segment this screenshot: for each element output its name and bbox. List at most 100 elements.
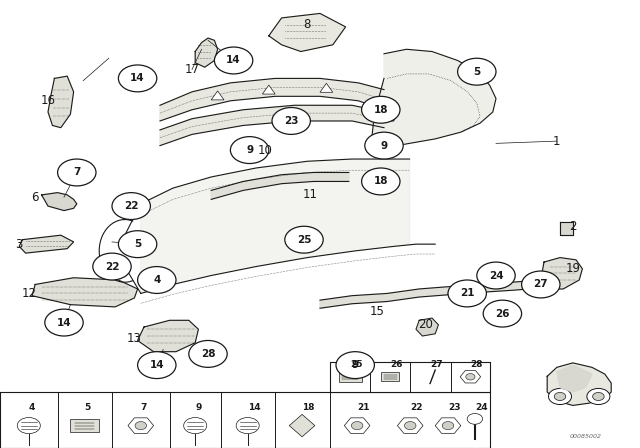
- Circle shape: [362, 168, 400, 195]
- Text: 16: 16: [40, 94, 56, 108]
- Text: 14: 14: [227, 56, 241, 65]
- Circle shape: [467, 414, 483, 424]
- Bar: [0, 392, 490, 448]
- Polygon shape: [195, 38, 218, 67]
- Text: 21: 21: [460, 289, 474, 298]
- Circle shape: [587, 388, 610, 405]
- Text: 19: 19: [565, 262, 580, 276]
- Text: 24: 24: [475, 403, 488, 413]
- Text: 15: 15: [370, 305, 385, 318]
- Bar: [70, 419, 99, 432]
- Circle shape: [118, 231, 157, 258]
- Text: 10: 10: [258, 143, 273, 157]
- Text: 7: 7: [141, 403, 147, 413]
- Polygon shape: [378, 108, 397, 121]
- Text: 24: 24: [489, 271, 503, 280]
- Circle shape: [93, 253, 131, 280]
- Circle shape: [548, 388, 572, 405]
- Circle shape: [214, 47, 253, 74]
- Polygon shape: [48, 76, 74, 128]
- Text: 14: 14: [131, 73, 145, 83]
- Circle shape: [189, 340, 227, 367]
- Text: 13: 13: [127, 332, 142, 345]
- Text: 27: 27: [430, 360, 443, 369]
- Text: 28: 28: [470, 360, 483, 369]
- Text: 9: 9: [246, 145, 253, 155]
- Circle shape: [112, 193, 150, 220]
- Text: 8: 8: [303, 18, 311, 31]
- Text: 6: 6: [31, 190, 39, 204]
- Circle shape: [138, 352, 176, 379]
- Polygon shape: [211, 91, 224, 100]
- Polygon shape: [32, 278, 138, 307]
- Text: 22: 22: [124, 201, 138, 211]
- Text: 14: 14: [150, 360, 164, 370]
- Polygon shape: [160, 105, 384, 146]
- Circle shape: [351, 422, 363, 430]
- Text: 00085002: 00085002: [570, 434, 602, 439]
- Polygon shape: [160, 78, 384, 121]
- Circle shape: [58, 159, 96, 186]
- Circle shape: [593, 392, 604, 401]
- Circle shape: [448, 280, 486, 307]
- Circle shape: [272, 108, 310, 134]
- Circle shape: [17, 418, 40, 434]
- Text: 7: 7: [73, 168, 81, 177]
- Text: 14: 14: [57, 318, 71, 327]
- Circle shape: [466, 374, 475, 380]
- Text: 5: 5: [84, 403, 91, 413]
- Text: 18: 18: [374, 177, 388, 186]
- Text: 18: 18: [302, 403, 315, 413]
- Polygon shape: [528, 276, 554, 293]
- Polygon shape: [547, 363, 611, 405]
- Text: 17: 17: [184, 63, 200, 76]
- Polygon shape: [397, 418, 423, 433]
- Text: 22: 22: [410, 403, 423, 413]
- Text: 5: 5: [473, 67, 481, 77]
- Polygon shape: [262, 85, 275, 94]
- Circle shape: [45, 309, 83, 336]
- Circle shape: [138, 267, 176, 293]
- Text: 26: 26: [390, 360, 403, 369]
- Text: 12: 12: [21, 287, 36, 300]
- Polygon shape: [128, 418, 154, 433]
- Bar: [330, 362, 490, 392]
- Text: 27: 27: [534, 280, 548, 289]
- Text: 23: 23: [284, 116, 298, 126]
- Polygon shape: [344, 418, 370, 433]
- Circle shape: [362, 96, 400, 123]
- Circle shape: [336, 352, 374, 379]
- Circle shape: [184, 418, 207, 434]
- Polygon shape: [42, 193, 77, 211]
- Circle shape: [135, 422, 147, 430]
- Polygon shape: [289, 414, 315, 437]
- Polygon shape: [560, 222, 573, 235]
- Circle shape: [477, 262, 515, 289]
- Text: 25: 25: [350, 360, 363, 369]
- Polygon shape: [541, 258, 582, 289]
- Polygon shape: [416, 318, 438, 336]
- Polygon shape: [320, 280, 541, 308]
- Circle shape: [483, 300, 522, 327]
- Circle shape: [236, 418, 259, 434]
- Text: 25: 25: [297, 235, 311, 245]
- Polygon shape: [141, 159, 435, 293]
- Polygon shape: [378, 172, 397, 186]
- Circle shape: [230, 137, 269, 164]
- Circle shape: [458, 58, 496, 85]
- Polygon shape: [448, 284, 483, 302]
- Polygon shape: [557, 365, 592, 392]
- Text: 4: 4: [153, 275, 161, 285]
- Polygon shape: [138, 320, 198, 352]
- Circle shape: [554, 392, 566, 401]
- Polygon shape: [435, 418, 461, 433]
- Text: 11: 11: [303, 188, 318, 202]
- Bar: [339, 371, 362, 383]
- Text: 4: 4: [29, 403, 35, 413]
- Text: 20: 20: [418, 318, 433, 332]
- Text: 21: 21: [357, 403, 370, 413]
- Text: 1: 1: [553, 134, 561, 148]
- Text: 9: 9: [380, 141, 388, 151]
- Text: 23: 23: [448, 403, 461, 413]
- Text: 9: 9: [195, 403, 202, 413]
